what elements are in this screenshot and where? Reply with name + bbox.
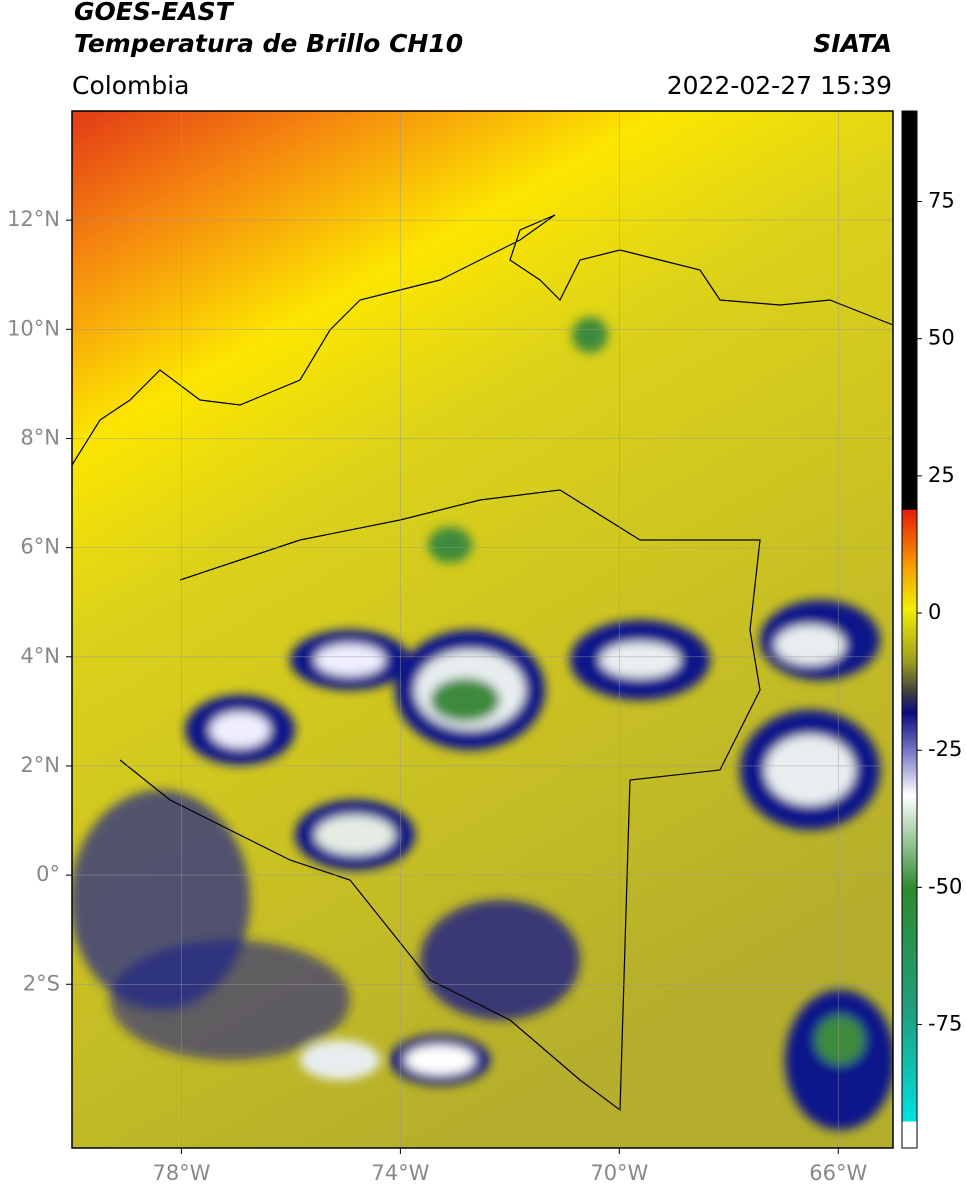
coastline [72,214,893,466]
colorbar-tick-label: -50 [928,874,962,898]
map-frame [71,110,894,1149]
cloud [420,900,580,1020]
cloud [815,1015,865,1065]
colorbar-tick-label: 0 [928,600,941,624]
y-tick-label: 6°N [20,535,60,559]
y-tick-label: 4°N [20,644,60,668]
cloud [765,735,855,805]
y-tick-label: 8°N [20,425,60,449]
y-tick-label: 12°N [7,207,60,231]
satellite-image [72,111,893,1148]
y-tick-label: 2°S [23,971,60,995]
x-tick-label: 78°W [152,1161,210,1185]
region: Colombia [72,71,189,100]
cloud [405,1045,475,1075]
y-tick-label: 10°N [7,316,60,340]
x-tick-label: 66°W [809,1161,867,1185]
cloud [600,642,680,678]
cloud [210,712,270,748]
satellite-title: GOES-EAST [74,0,235,26]
cloud [572,317,608,353]
colorbar-tick-label: -25 [928,737,962,761]
colorbar-tick-label: 25 [928,463,955,487]
x-tick-label: 70°W [590,1161,648,1185]
graticule [72,111,893,1148]
cloud [110,940,350,1060]
cloud [315,644,385,676]
border [119,489,761,1112]
colorbar [901,110,918,1149]
colorbar-tick-label: 50 [928,326,955,350]
cloud [775,625,845,665]
cloud [430,678,500,722]
x-tick-label: 74°W [371,1161,429,1185]
cloud-clusters [72,317,893,1130]
y-tick-label: 0° [36,862,60,886]
cloud [315,815,395,855]
product-title: Temperatura de Brillo CH10 [74,29,463,58]
datetime: 2022-02-27 15:39 [667,71,892,100]
colorbar-tick-label: 75 [928,189,955,213]
cloud [428,527,472,563]
cloud [300,1040,380,1080]
institution: SIATA [813,29,892,58]
y-tick-label: 2°N [20,753,60,777]
colorbar-tick-label: -75 [928,1012,962,1036]
